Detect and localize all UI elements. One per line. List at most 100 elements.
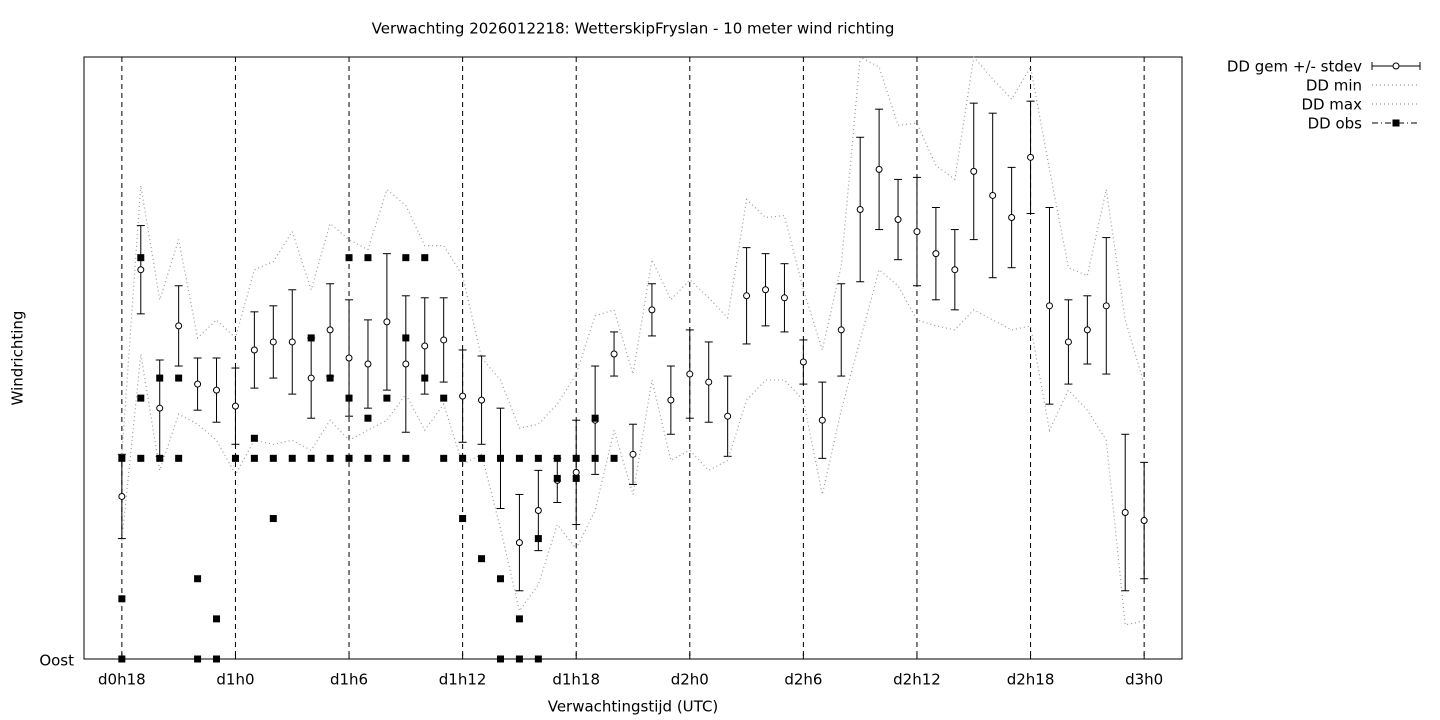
mean-point xyxy=(989,191,997,199)
mean-point xyxy=(1083,326,1091,334)
mean-point xyxy=(856,206,864,214)
obs-point xyxy=(326,374,334,382)
obs-point xyxy=(402,454,410,462)
legend-label: DD max xyxy=(1301,96,1362,114)
mean-point xyxy=(648,306,656,314)
obs-point xyxy=(326,454,334,462)
plot-frame xyxy=(83,56,1183,660)
x-tick-label: d2h0 xyxy=(671,671,709,689)
mean-point xyxy=(250,346,258,354)
obs-point xyxy=(345,454,353,462)
x-axis-label: Verwachtingstijd (UTC) xyxy=(548,698,719,716)
obs-point xyxy=(118,454,126,462)
mean-point xyxy=(326,326,334,334)
range-line xyxy=(121,55,1145,455)
mean-point xyxy=(799,358,807,366)
obs-point xyxy=(175,454,183,462)
legend-label: DD min xyxy=(1306,77,1362,95)
mean-point xyxy=(213,386,221,394)
mean-point xyxy=(459,392,467,400)
obs-point xyxy=(137,254,145,262)
obs-point xyxy=(459,454,467,462)
mean-point xyxy=(1102,302,1110,310)
mean-point xyxy=(1045,302,1053,310)
mean-point xyxy=(1008,214,1016,222)
x-tick-label: d3h0 xyxy=(1125,671,1163,689)
mean-point xyxy=(345,354,353,362)
mean-point xyxy=(440,336,448,344)
obs-point xyxy=(440,394,448,402)
obs-point xyxy=(496,655,504,663)
obs-point xyxy=(288,454,296,462)
mean-point xyxy=(743,292,751,300)
obs-point xyxy=(307,454,315,462)
obs-point xyxy=(194,655,202,663)
mean-point xyxy=(894,216,902,224)
obs-point xyxy=(213,615,221,623)
obs-point xyxy=(515,655,523,663)
legend-label: DD gem +/- stdev xyxy=(1227,58,1362,76)
obs-point xyxy=(364,254,372,262)
x-tick-label: d1h18 xyxy=(552,671,600,689)
obs-point xyxy=(421,254,429,262)
obs-point xyxy=(534,454,542,462)
obs-point xyxy=(553,454,561,462)
mean-point xyxy=(402,360,410,368)
mean-point xyxy=(762,286,770,294)
y-axis-label: Windrichting xyxy=(9,311,27,406)
obs-point xyxy=(591,454,599,462)
mean-point xyxy=(913,228,921,236)
y-tick-label: Oost xyxy=(39,652,74,670)
mean-point xyxy=(686,370,694,378)
x-tick-label: d1h6 xyxy=(330,671,368,689)
obs-point xyxy=(269,454,277,462)
obs-point xyxy=(478,454,486,462)
obs-point xyxy=(383,394,391,402)
mean-point xyxy=(137,266,145,274)
mean-point xyxy=(970,167,978,175)
obs-point xyxy=(364,454,372,462)
obs-point xyxy=(383,454,391,462)
mean-point xyxy=(421,342,429,350)
obs-point xyxy=(345,254,353,262)
mean-point xyxy=(1027,153,1035,161)
chart-title: Verwachting 2026012218: WetterskipFrysla… xyxy=(372,20,895,38)
mean-point xyxy=(667,396,675,404)
obs-point xyxy=(345,394,353,402)
obs-point xyxy=(118,655,126,663)
mean-point xyxy=(932,250,940,258)
mean-point xyxy=(724,412,732,420)
mean-point xyxy=(1140,517,1148,525)
obs-point xyxy=(459,515,467,523)
x-tick-label: d0h18 xyxy=(98,671,146,689)
obs-point xyxy=(496,454,504,462)
obs-point xyxy=(515,454,523,462)
range-line xyxy=(121,268,1145,626)
x-tick-label: d1h12 xyxy=(439,671,487,689)
obs-point xyxy=(269,515,277,523)
x-tick-label: d2h18 xyxy=(1007,671,1055,689)
obs-point xyxy=(156,454,164,462)
mean-point xyxy=(478,396,486,404)
mean-point xyxy=(572,468,580,476)
mean-point xyxy=(194,380,202,388)
mean-point xyxy=(269,338,277,346)
obs-point xyxy=(118,595,126,603)
obs-point xyxy=(402,334,410,342)
mean-point xyxy=(837,326,845,334)
obs-point xyxy=(496,575,504,583)
obs-point xyxy=(478,555,486,563)
obs-point xyxy=(250,434,258,442)
obs-point xyxy=(137,454,145,462)
mean-point xyxy=(383,318,391,326)
mean-point xyxy=(1064,338,1072,346)
obs-point xyxy=(610,454,618,462)
mean-point xyxy=(156,404,164,412)
legend-swatch xyxy=(1392,119,1400,127)
x-tick-label: d2h12 xyxy=(893,671,941,689)
mean-point xyxy=(705,378,713,386)
mean-point xyxy=(818,416,826,424)
obs-point xyxy=(402,254,410,262)
obs-point xyxy=(194,575,202,583)
